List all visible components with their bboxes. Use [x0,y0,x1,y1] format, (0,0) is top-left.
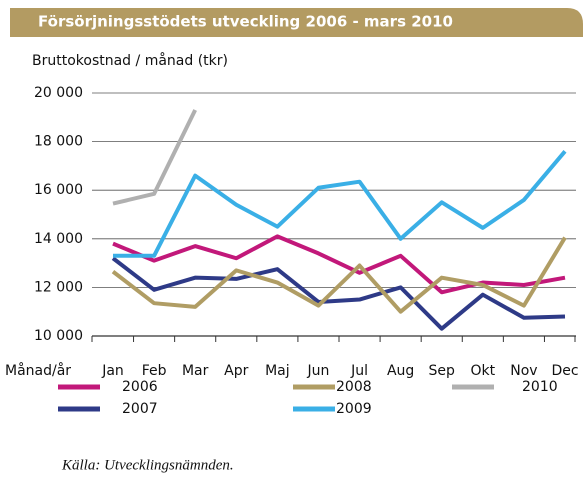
x-tick-label: Feb [142,363,167,379]
series-line [112,234,566,295]
x-tick-label: Aug [387,363,414,379]
x-tick-label: Jun [307,363,330,379]
y-axis-label: Bruttokostnad / månad (tkr) [32,52,228,69]
chart-title: Försörjningsstödets utveckling 2006 - ma… [38,13,453,31]
x-tick-label: Nov [510,363,537,379]
y-tick-label: 16 000 [34,182,83,198]
legend-label: 2009 [336,401,372,417]
x-axis-label: Månad/år [5,362,71,379]
x-tick-label: Mar [182,363,209,379]
title-bar [10,8,583,37]
x-tick-label: Dec [551,363,578,379]
source: Källa: Utvecklingsnämnden. [61,457,234,473]
y-tick-label: 20 000 [34,85,83,101]
series-line [111,236,567,314]
series-line [111,256,566,331]
x-tick-label: Okt [471,363,496,379]
y-tick-label: 10 000 [34,328,83,344]
y-tick-label: 18 000 [34,134,83,150]
series-line [113,150,567,258]
x-tick-label: Maj [265,363,290,379]
y-tick-label: 12 000 [34,279,83,295]
legend-label: 2010 [522,379,558,395]
x-tick-label: Sep [429,363,456,379]
x-tick-label: Jul [350,363,368,379]
legend-label: 2008 [336,379,372,395]
x-tick-label: Jan [101,363,124,379]
legend-label: 2006 [122,379,158,395]
legend-label: 2007 [122,401,158,417]
y-tick-label: 14 000 [34,231,83,247]
series-line [112,109,197,206]
x-tick-label: Apr [224,363,248,379]
